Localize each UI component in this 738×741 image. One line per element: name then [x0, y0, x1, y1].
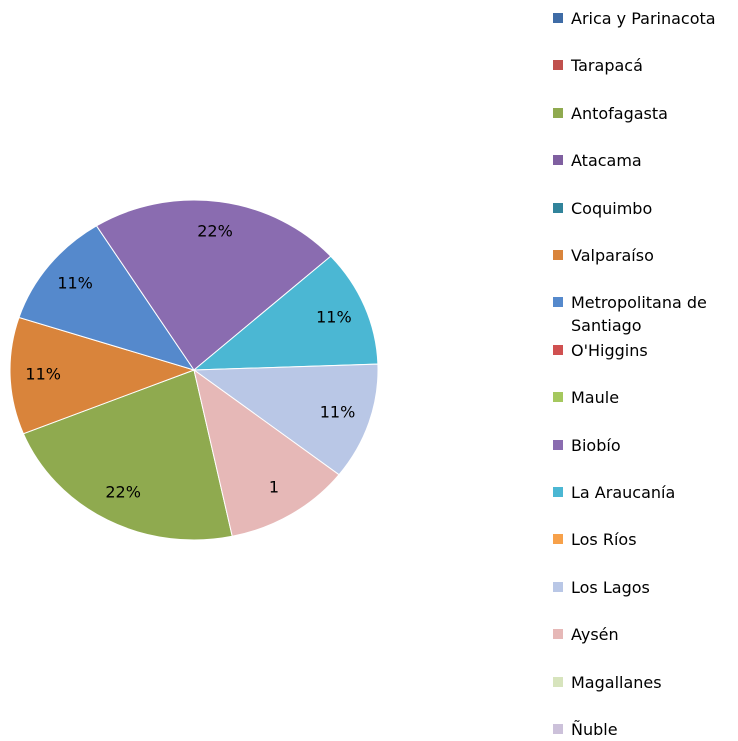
legend-swatch	[553, 487, 563, 497]
legend-item: Valparaíso	[553, 244, 738, 267]
legend-label: Los Lagos	[571, 577, 650, 597]
legend-item: Atacama	[553, 149, 738, 172]
legend-label: Antofagasta	[571, 103, 668, 123]
pie-slice	[193, 368, 340, 537]
legend-swatch	[553, 344, 563, 355]
data-label: 11%	[320, 403, 356, 422]
legend-item: Metropolitana de Santiago	[553, 291, 738, 337]
pie-slice	[95, 199, 332, 371]
legend-swatch	[553, 107, 563, 118]
legend-swatch	[553, 534, 563, 545]
legend-item: La Araucanía	[553, 481, 738, 504]
legend-item: Aysén	[553, 623, 738, 646]
legend-item: Biobío	[553, 434, 738, 457]
legend-item: Tarapacá	[553, 54, 738, 77]
legend-swatch	[553, 13, 563, 23]
legend-label: La Araucanía	[571, 483, 676, 502]
legend-swatch	[553, 629, 563, 640]
pie-slice	[22, 369, 233, 541]
legend-label: Los Ríos	[571, 530, 637, 550]
legend-item: O'Higgins	[553, 339, 738, 362]
pie-slice	[9, 316, 196, 435]
legend-item: Los Ríos	[553, 528, 738, 551]
legend-swatch	[553, 581, 563, 592]
legend-swatch	[553, 297, 563, 308]
legend-item: Los Lagos	[553, 576, 738, 599]
chart: 22% 11% 11% 22% 11% 11% 1	[9, 199, 379, 541]
legend-item: Ñuble	[553, 718, 738, 741]
legend-item: Arica y Parinacota	[553, 7, 738, 30]
legend-swatch	[553, 724, 563, 734]
data-label: 11%	[25, 364, 61, 383]
legend-item: Antofagasta	[553, 102, 738, 125]
legend-item: Coquimbo	[553, 197, 738, 220]
legend-item: Maule	[553, 386, 738, 409]
legend-label: Maule	[571, 388, 620, 408]
pie-slice	[192, 363, 379, 476]
legend-swatch	[553, 392, 563, 403]
legend-label: Metropolitana de Santiago	[571, 293, 707, 336]
legend-label: Tarapacá	[571, 56, 643, 76]
legend-label: O'Higgins	[571, 340, 648, 360]
data-label: 1	[269, 478, 279, 497]
pie-slice	[192, 255, 379, 371]
data-label: 11%	[57, 274, 93, 293]
legend-swatch	[553, 250, 563, 260]
legend-swatch	[553, 676, 563, 687]
legend-swatch	[553, 202, 563, 213]
data-label: 11%	[316, 307, 352, 326]
legend-swatch	[553, 155, 563, 166]
legend-label: Aysén	[571, 625, 619, 645]
legend-swatch	[553, 439, 563, 450]
data-label: 22%	[197, 221, 233, 240]
legend-label: Ñuble	[571, 720, 618, 739]
legend-label: Coquimbo	[571, 198, 653, 218]
legend-label: Arica y Parinacota	[571, 9, 716, 28]
legend-swatch	[553, 60, 563, 71]
pie-slice	[18, 225, 196, 371]
legend-label: Valparaíso	[571, 246, 654, 265]
legend-label: Magallanes	[571, 672, 662, 692]
legend-label: Atacama	[571, 151, 642, 171]
legend-item: Magallanes	[553, 671, 738, 694]
data-label: 22%	[105, 483, 141, 502]
legend-label: Biobío	[571, 435, 621, 455]
